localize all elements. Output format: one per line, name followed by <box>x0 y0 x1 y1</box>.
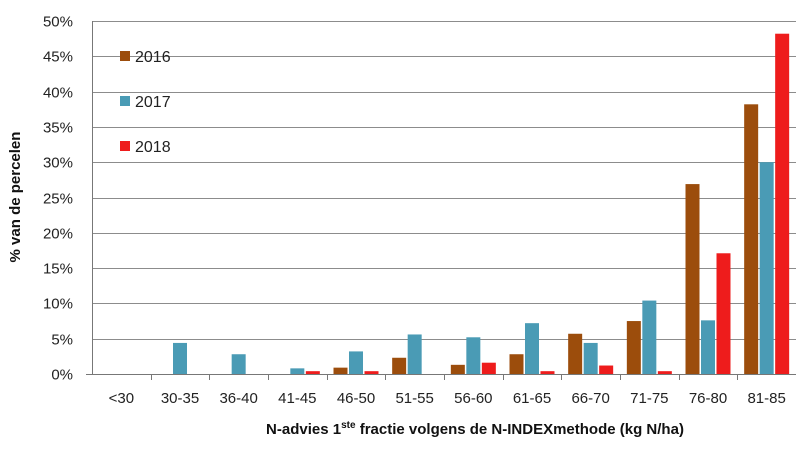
axes <box>86 21 796 380</box>
y-tick-labels: 0% 5% 10% 15% 20% 25% 30% 35% 40% 45% 50% <box>43 14 73 384</box>
bar-2018 <box>364 371 379 374</box>
bar-2017 <box>407 334 422 374</box>
x-tick-label: 36-40 <box>219 390 257 407</box>
bar-2018 <box>305 371 320 374</box>
y-tick-label: 30% <box>43 155 73 172</box>
y-tick-label: 50% <box>43 14 73 31</box>
legend-label-2018: 2018 <box>135 139 171 156</box>
bar-2016 <box>626 321 641 374</box>
y-tick-label: 35% <box>43 120 73 137</box>
x-tick-label: 30-35 <box>161 390 199 407</box>
bar-2017 <box>583 342 598 374</box>
bar-2018 <box>481 362 496 374</box>
bar-2016 <box>744 104 759 375</box>
x-tick-label: 51-55 <box>395 390 433 407</box>
bar-2018 <box>716 253 731 374</box>
gridlines <box>92 21 796 340</box>
legend-label-2017: 2017 <box>135 94 171 111</box>
y-tick-label: 5% <box>51 332 73 349</box>
y-tick-label: 20% <box>43 226 73 243</box>
bar-2017 <box>173 342 187 374</box>
x-tick-label: 76-80 <box>689 390 727 407</box>
y-tick-label: 15% <box>43 261 73 278</box>
bars <box>173 33 790 375</box>
legend-swatch-2018 <box>120 141 130 151</box>
bar-2018 <box>657 371 672 374</box>
y-tick-label: 25% <box>43 191 73 208</box>
x-axis-title-superscript: ste <box>341 420 356 431</box>
bar-2016 <box>685 184 700 374</box>
y-axis-title: % van de percelen <box>7 132 24 263</box>
bar-2017 <box>759 162 774 374</box>
bar-2017 <box>349 351 363 374</box>
bar-2017 <box>231 354 246 374</box>
bar-2018 <box>599 365 614 374</box>
bar-2017 <box>525 323 539 374</box>
bar-2016 <box>509 354 524 374</box>
x-tick-label: 81-85 <box>747 390 785 407</box>
legend-swatch-2016 <box>120 51 130 61</box>
x-tick-label: 46-50 <box>337 390 375 407</box>
x-tick-labels: <30 30-35 36-40 41-45 46-50 51-55 56-60 61-65 66… <box>109 390 786 407</box>
bar-2017 <box>466 337 481 374</box>
y-tick-label: 0% <box>51 367 73 384</box>
legend-swatch-2017 <box>120 96 130 106</box>
bar-2016 <box>568 333 583 374</box>
x-tick-label: 61-65 <box>513 390 551 407</box>
y-tick-label: 45% <box>43 49 73 66</box>
x-tick-label: 66-70 <box>571 390 609 407</box>
x-axis-title: N-advies 1ste fractie volgens de N-INDEX… <box>266 420 684 438</box>
y-tick-label: 40% <box>43 85 73 102</box>
legend: 2016 2017 2018 <box>120 49 171 156</box>
bar-2017 <box>290 368 305 374</box>
x-tick-label: <30 <box>109 390 134 407</box>
x-axis-title-rest: fractie volgens de N-INDEXmethode (kg N/… <box>356 421 684 438</box>
bar-2017 <box>701 320 715 374</box>
x-tick-label: 71-75 <box>630 390 668 407</box>
x-tick-label: 41-45 <box>278 390 316 407</box>
bar-2016 <box>392 357 407 374</box>
x-axis-title-main: N-advies 1 <box>266 421 341 438</box>
bar-2018 <box>775 33 790 374</box>
bar-2016 <box>333 367 348 374</box>
bar-2016 <box>450 364 465 374</box>
x-tick-label: 56-60 <box>454 390 492 407</box>
legend-label-2016: 2016 <box>135 49 171 66</box>
bar-2017 <box>642 300 657 374</box>
y-tick-label: 10% <box>43 296 73 313</box>
bar-2018 <box>540 371 555 374</box>
